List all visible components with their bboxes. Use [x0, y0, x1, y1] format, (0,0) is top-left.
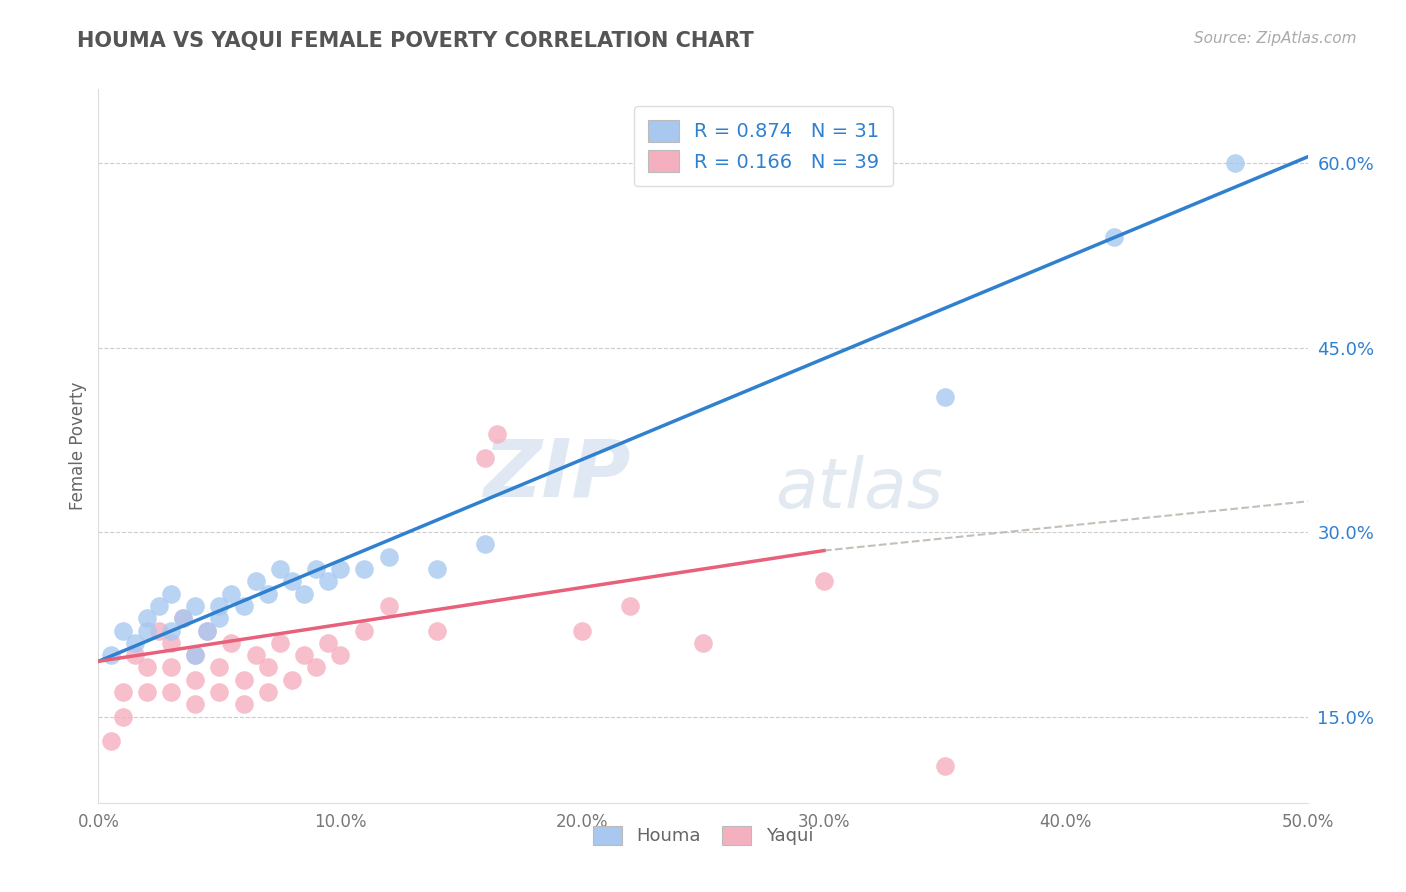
Point	[221, 587, 243, 601]
Point	[245, 648, 267, 662]
Point	[377, 549, 399, 564]
Point	[256, 685, 278, 699]
Point	[172, 611, 194, 625]
Point	[111, 709, 134, 723]
Point	[619, 599, 641, 613]
Point	[111, 685, 134, 699]
Point	[135, 685, 157, 699]
Point	[269, 562, 291, 576]
Point	[160, 587, 183, 601]
Point	[571, 624, 593, 638]
Point	[160, 636, 183, 650]
Point	[124, 636, 146, 650]
Point	[100, 734, 122, 748]
Point	[281, 673, 304, 687]
Point	[329, 648, 352, 662]
Point	[135, 660, 157, 674]
Point	[1102, 230, 1125, 244]
Text: HOUMA VS YAQUI FEMALE POVERTY CORRELATION CHART: HOUMA VS YAQUI FEMALE POVERTY CORRELATIO…	[77, 31, 754, 51]
Point	[245, 574, 267, 589]
Point	[474, 451, 496, 466]
Point	[353, 624, 375, 638]
Y-axis label: Female Poverty: Female Poverty	[69, 382, 87, 510]
Point	[148, 599, 170, 613]
Point	[474, 537, 496, 551]
Point	[256, 587, 278, 601]
Point	[208, 660, 231, 674]
Point	[305, 562, 328, 576]
Point	[184, 599, 207, 613]
Point	[934, 390, 956, 404]
Point	[377, 599, 399, 613]
Point	[184, 698, 207, 712]
Point	[316, 636, 339, 650]
Point	[111, 624, 134, 638]
Point	[281, 574, 304, 589]
Point	[135, 624, 157, 638]
Point	[353, 562, 375, 576]
Point	[305, 660, 328, 674]
Point	[232, 698, 254, 712]
Text: atlas: atlas	[776, 455, 943, 523]
Point	[1223, 156, 1246, 170]
Point	[813, 574, 835, 589]
Point	[232, 673, 254, 687]
Point	[184, 648, 207, 662]
Point	[426, 624, 449, 638]
Point	[135, 611, 157, 625]
Point	[184, 673, 207, 687]
Legend: Houma, Yaqui: Houma, Yaqui	[583, 817, 823, 855]
Point	[208, 685, 231, 699]
Point	[148, 624, 170, 638]
Point	[316, 574, 339, 589]
Point	[208, 599, 231, 613]
Text: ZIP: ZIP	[484, 435, 630, 514]
Point	[160, 685, 183, 699]
Point	[256, 660, 278, 674]
Point	[692, 636, 714, 650]
Point	[292, 648, 315, 662]
Point	[160, 660, 183, 674]
Point	[208, 611, 231, 625]
Point	[292, 587, 315, 601]
Point	[269, 636, 291, 650]
Point	[329, 562, 352, 576]
Point	[934, 759, 956, 773]
Point	[426, 562, 449, 576]
Point	[172, 611, 194, 625]
Point	[124, 648, 146, 662]
Point	[195, 624, 218, 638]
Point	[160, 624, 183, 638]
Point	[195, 624, 218, 638]
Point	[486, 426, 509, 441]
Point	[184, 648, 207, 662]
Point	[221, 636, 243, 650]
Point	[100, 648, 122, 662]
Point	[232, 599, 254, 613]
Text: Source: ZipAtlas.com: Source: ZipAtlas.com	[1194, 31, 1357, 46]
